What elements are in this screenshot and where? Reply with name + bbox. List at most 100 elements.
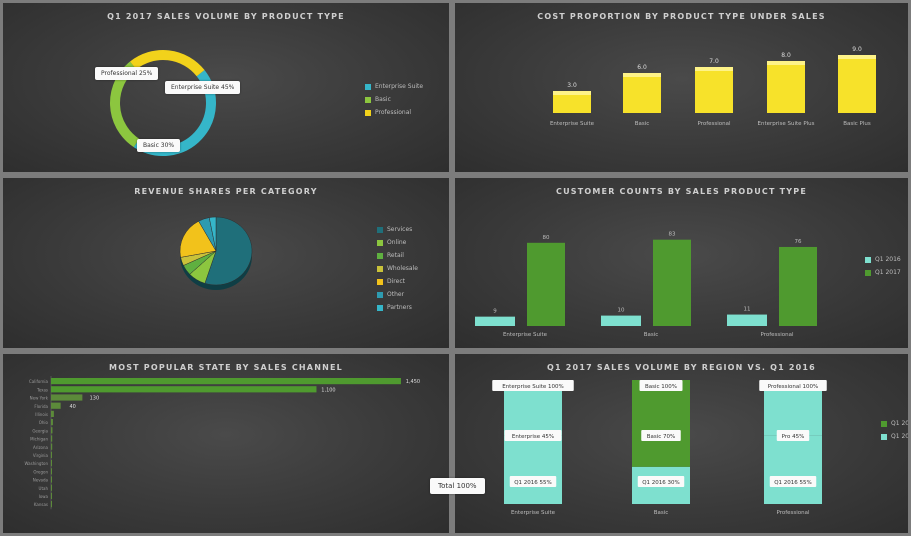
legend-swatch-icon bbox=[377, 304, 383, 311]
bar bbox=[51, 394, 83, 401]
bar-category-label: Kansas bbox=[34, 502, 48, 507]
bar bbox=[51, 410, 54, 417]
legend-swatch-icon bbox=[377, 239, 383, 246]
pie-legend: Services Online Retail Wholesale Direct … bbox=[377, 226, 418, 317]
pie-slice bbox=[204, 216, 253, 286]
legend-swatch-icon bbox=[881, 433, 887, 440]
legend-label: Wholesale bbox=[387, 265, 418, 272]
bar-category-label: California bbox=[29, 379, 49, 384]
callout-box bbox=[776, 430, 810, 441]
bar-callout: Q1 2016 55% bbox=[769, 476, 817, 487]
bar-highlight bbox=[553, 91, 591, 95]
callout-box bbox=[509, 476, 557, 487]
legend-label: Services bbox=[387, 226, 413, 233]
bar-category-label: Basic bbox=[644, 332, 659, 338]
bar bbox=[51, 484, 52, 491]
bar-value-label: 3.0 bbox=[567, 82, 577, 89]
callout-box bbox=[492, 380, 574, 391]
legend-label: Partners bbox=[387, 304, 412, 311]
callout-text: Professional 100% bbox=[768, 384, 819, 390]
bar bbox=[51, 460, 52, 467]
bar-callout: Enterprise Suite 100% bbox=[492, 380, 574, 391]
bar-category-label: Enterprise Suite bbox=[511, 510, 556, 516]
grouped-bar-chart: 9 80 Enterprise Suite 10 83 Basic 11 76 Professi… bbox=[475, 232, 817, 338]
bar bbox=[51, 476, 52, 483]
bar bbox=[51, 501, 52, 508]
legend-swatch-icon bbox=[365, 83, 371, 90]
bar-category-label: Ohio bbox=[39, 420, 49, 425]
bar-category-label: Nevada bbox=[33, 478, 49, 483]
donut-title: Q1 2017 Sales Volume by Product Type bbox=[107, 12, 345, 21]
callout-box bbox=[504, 430, 562, 441]
legend-label: Q1 2017 bbox=[891, 420, 910, 427]
bar-callout: Basic 70% bbox=[641, 430, 681, 441]
callout-text: Q1 2016 55% bbox=[514, 480, 552, 486]
bar-category-label: Basic bbox=[654, 510, 669, 516]
bar-value-label: 10 bbox=[618, 308, 625, 314]
legend-swatch-icon bbox=[865, 269, 871, 276]
legend-item: Direct bbox=[377, 278, 418, 285]
callout-text: Enterprise 45% bbox=[512, 434, 554, 440]
grouped-bars-title: Customer Counts by Sales Product Type bbox=[556, 187, 807, 196]
bar bbox=[727, 314, 767, 326]
panel-pie: Revenue Shares per Category Services Onl… bbox=[0, 175, 452, 351]
callout-box bbox=[769, 476, 817, 487]
bar-value-label: 11 bbox=[744, 307, 751, 313]
panel-grouped-bars: Customer Counts by Sales Product Type 9 8… bbox=[452, 175, 911, 351]
legend-item: Q1 2017 bbox=[865, 269, 901, 276]
bar-category-label: Oregon bbox=[33, 469, 48, 474]
legend-item: Wholesale bbox=[377, 265, 418, 272]
pie-title: Revenue Shares per Category bbox=[134, 187, 318, 196]
legend-label: Other bbox=[387, 291, 405, 298]
bar-value-label: 76 bbox=[795, 239, 802, 245]
horizontal-bar-chart: California 1,450 Texas 1,100 New York 130 Flor… bbox=[24, 376, 420, 510]
callout-text: Pro 45% bbox=[782, 434, 805, 440]
legend-swatch-icon bbox=[377, 291, 383, 298]
bar-value-label: 7.0 bbox=[709, 58, 719, 65]
bar-segment bbox=[504, 435, 562, 504]
bar bbox=[601, 315, 641, 326]
bar-category-label: Enterprise Suite bbox=[503, 332, 548, 338]
hbars-title: Most Popular State by Sales Channel bbox=[109, 363, 343, 372]
bar-callout: Q1 2016 55% bbox=[509, 476, 557, 487]
legend-swatch-icon bbox=[365, 96, 371, 103]
bar-category-label: Iowa bbox=[39, 494, 49, 499]
bar-highlight bbox=[767, 61, 805, 65]
bar-value-label: 9 bbox=[493, 309, 497, 315]
bar-category-label: Illinois bbox=[35, 412, 48, 417]
legend-item: Services bbox=[377, 226, 418, 233]
stacked-title: Q1 2017 Sales Volume by Region vs. Q1 20… bbox=[547, 363, 816, 372]
bar-category-label: Enterprise Suite bbox=[550, 121, 595, 127]
panel-yellow-bars: Cost Proportion by Product Type Under Sa… bbox=[452, 0, 911, 175]
legend-item: Q1 2016 bbox=[865, 256, 901, 263]
bar bbox=[779, 246, 817, 326]
bar-value-label: 130 bbox=[90, 396, 100, 402]
bar-category-label: Texas bbox=[36, 387, 48, 392]
stacked-bar-chart: Enterprise Suite Enterprise Suite 100% Ent… bbox=[492, 380, 827, 516]
bar-value-label: 9.0 bbox=[852, 46, 862, 53]
legend-label: Direct bbox=[387, 278, 405, 285]
pie-chart bbox=[179, 216, 253, 290]
bar bbox=[51, 435, 53, 442]
bar bbox=[527, 242, 565, 326]
bar bbox=[51, 492, 52, 499]
bar bbox=[475, 316, 515, 326]
callout-text: Q1 2016 30% bbox=[642, 480, 680, 486]
legend-item: Enterprise Suite bbox=[365, 83, 423, 90]
bar bbox=[838, 55, 876, 113]
legend-swatch-icon bbox=[365, 109, 371, 116]
bar bbox=[695, 67, 733, 113]
pie-slice bbox=[208, 216, 217, 252]
legend-swatch-icon bbox=[881, 420, 887, 427]
callout-text: Enterprise Suite 100% bbox=[502, 384, 564, 390]
bar-highlight bbox=[838, 55, 876, 59]
donut-callout-2: Enterprise Suite 45% bbox=[165, 81, 241, 94]
legend-label: Basic bbox=[375, 96, 391, 103]
bar bbox=[553, 91, 591, 113]
legend-item: Professional bbox=[365, 109, 423, 116]
legend-label: Q1 2016 bbox=[875, 256, 901, 263]
legend-label: Enterprise Suite bbox=[375, 83, 424, 90]
legend-item: Basic bbox=[365, 96, 423, 103]
yellow-bar-chart: 3.0 Enterprise Suite 6.0 Basic 7.0 Profession… bbox=[550, 46, 876, 127]
bar bbox=[51, 419, 53, 426]
